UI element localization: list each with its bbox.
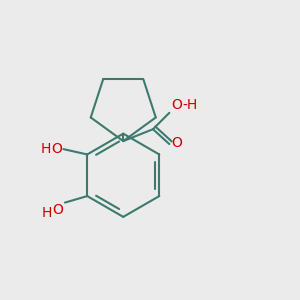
Text: H: H	[42, 206, 52, 220]
Text: O: O	[52, 203, 63, 217]
Text: -H: -H	[183, 98, 198, 112]
Text: O: O	[171, 136, 182, 151]
Text: O: O	[171, 98, 182, 112]
Text: H: H	[40, 142, 51, 156]
Text: O: O	[51, 142, 62, 156]
